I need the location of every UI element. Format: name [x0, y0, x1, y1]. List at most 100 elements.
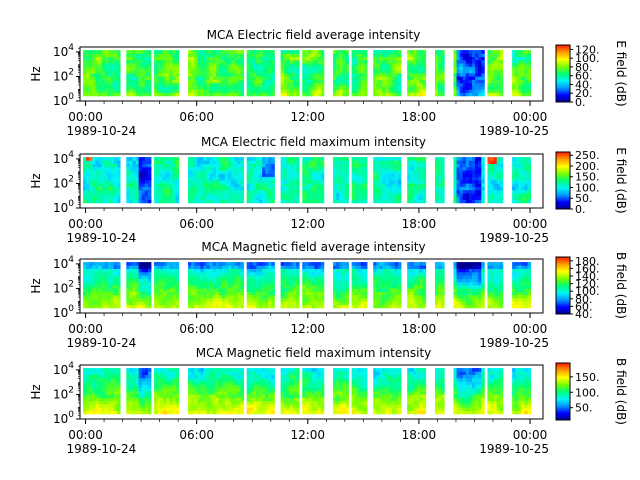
spectrogram-cell	[117, 79, 121, 84]
spectrogram-cell	[453, 294, 457, 299]
spectrogram-cell	[280, 89, 285, 93]
spectrogram-cell	[453, 69, 457, 74]
spectrogram-cell	[231, 53, 235, 58]
spectrogram-cell	[132, 76, 136, 80]
spectrogram-cell	[135, 301, 140, 305]
spectrogram-cell	[363, 50, 368, 54]
spectrogram-cell	[200, 82, 204, 87]
spectrogram-cell	[157, 69, 161, 74]
spectrogram-cell	[493, 56, 498, 61]
spectrogram-cell	[397, 193, 402, 197]
spectrogram-cell	[351, 193, 356, 197]
spectrogram-cell	[252, 163, 257, 168]
spectrogram-cell	[345, 76, 349, 80]
spectrogram-cell	[259, 301, 263, 305]
spectrogram-cell	[255, 179, 260, 184]
spectrogram-cell	[98, 183, 103, 187]
spectrogram-cell	[225, 186, 229, 191]
spectrogram-cell	[388, 288, 393, 292]
spectrogram-cell	[468, 186, 473, 191]
spectrogram-cell	[422, 59, 427, 64]
spectrogram-cell	[83, 166, 87, 171]
spectrogram-cell	[459, 79, 464, 84]
spectrogram-cell	[218, 72, 223, 77]
colorbar-step	[556, 93, 570, 95]
spectrogram-cell	[154, 69, 158, 74]
spectrogram-cell	[92, 69, 96, 74]
spectrogram-cell	[172, 59, 177, 64]
spectrogram-cell	[144, 304, 149, 309]
colorbar-step	[556, 155, 570, 158]
spectrogram-cell	[160, 265, 164, 270]
spectrogram-cell	[512, 92, 516, 97]
spectrogram-cell	[252, 186, 257, 191]
spectrogram-cell	[147, 166, 152, 171]
spectrogram-cell	[166, 183, 170, 187]
spectrogram-cell	[175, 69, 180, 74]
spectrogram-cell	[410, 288, 414, 292]
spectrogram-cell	[147, 196, 152, 200]
spectrogram-cell	[391, 284, 396, 289]
spectrogram-cell	[283, 186, 288, 191]
spectrogram-cell	[416, 53, 420, 58]
spectrogram-cell	[221, 186, 226, 191]
spectrogram-cell	[126, 59, 130, 64]
spectrogram-cell	[191, 199, 195, 204]
spectrogram-cell	[249, 82, 254, 87]
colorbar-step	[556, 69, 570, 72]
spectrogram-cell	[138, 262, 143, 266]
spectrogram-cell	[262, 89, 266, 93]
spectrogram-cell	[98, 268, 103, 273]
spectrogram-cell	[249, 50, 254, 54]
spectrogram-cell	[481, 72, 485, 77]
spectrogram-cell	[518, 63, 522, 67]
spectrogram-cell	[391, 86, 396, 90]
spectrogram-cell	[333, 69, 337, 74]
spectrogram-cell	[234, 56, 238, 61]
spectrogram-cell	[113, 301, 118, 305]
spectrogram-cell	[302, 186, 306, 191]
spectrogram-cell	[456, 179, 461, 184]
spectrogram-cell	[194, 304, 198, 309]
spectrogram-cell	[160, 284, 164, 289]
spectrogram-cell	[391, 92, 396, 97]
spectrogram-cell	[468, 183, 473, 187]
spectrogram-cell	[194, 183, 198, 187]
spectrogram-cell	[527, 53, 532, 58]
spectrogram-cell	[225, 170, 229, 174]
spectrogram-cell	[101, 281, 106, 286]
spectrogram-cell	[83, 92, 87, 97]
spectrogram-cell	[147, 291, 152, 296]
spectrogram-cell	[135, 63, 140, 67]
spectrogram-cell	[147, 59, 152, 64]
spectrogram-cell	[413, 268, 417, 273]
spectrogram-cell	[478, 50, 482, 54]
spectrogram-cell	[490, 66, 495, 71]
spectrogram-cell	[388, 63, 393, 67]
spectrogram-cell	[512, 66, 516, 71]
spectrogram-cell	[441, 59, 445, 64]
spectrogram-cell	[95, 288, 99, 292]
spectrogram-cell	[212, 176, 217, 181]
spectrogram-cell	[231, 301, 235, 305]
spectrogram-cell	[339, 69, 343, 74]
spectrogram-cell	[333, 294, 337, 299]
spectrogram-cell	[391, 82, 396, 87]
spectrogram-cell	[456, 82, 461, 87]
spectrogram-cell	[246, 76, 251, 80]
spectrogram-cell	[475, 56, 479, 61]
spectrogram-cell	[89, 86, 93, 90]
spectrogram-cell	[453, 179, 457, 184]
spectrogram-cell	[169, 275, 173, 279]
spectrogram-cell	[376, 183, 380, 187]
spectrogram-cell	[271, 284, 275, 289]
spectrogram-cell	[422, 92, 427, 97]
spectrogram-cell	[255, 294, 260, 299]
spectrogram-cell	[351, 199, 356, 204]
spectrogram-cell	[126, 193, 130, 197]
spectrogram-cell	[441, 76, 445, 80]
spectrogram-cell	[283, 268, 288, 273]
spectrogram-cell	[490, 157, 495, 161]
spectrogram-cell	[231, 275, 235, 279]
spectrogram-cell	[237, 199, 241, 204]
